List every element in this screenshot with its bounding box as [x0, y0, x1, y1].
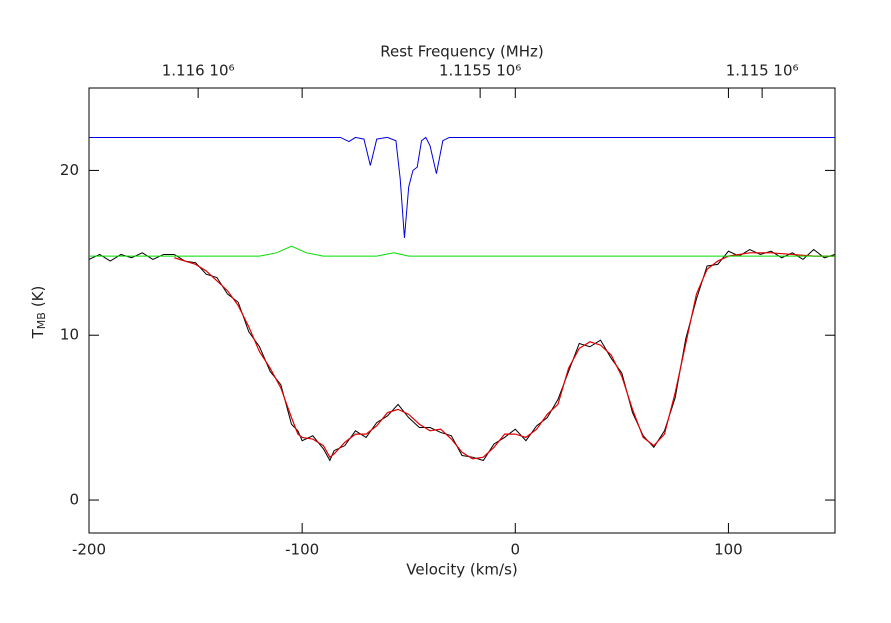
y-label-main: T — [29, 328, 47, 339]
x2-tick-label: 1.116 10⁶ — [162, 62, 235, 80]
x2-axis-label: Rest Frequency (MHz) — [380, 43, 544, 61]
series-line — [89, 245, 835, 257]
x-tick-label: 0 — [511, 541, 521, 559]
x-tick-label: -200 — [72, 541, 106, 559]
y-tick-label: 10 — [60, 326, 79, 344]
y-axis-label: TMB (K) — [29, 286, 49, 340]
y-tick-label: 0 — [69, 491, 79, 509]
x-axis-label: Velocity (km/s) — [406, 561, 517, 579]
x2-tick-label: 1.1155 10⁶ — [439, 62, 521, 80]
x-tick-label: 100 — [714, 541, 743, 559]
plot-frame — [88, 87, 836, 534]
y-label-sub: MB — [35, 312, 48, 329]
series-line — [88, 248, 836, 462]
series-line — [89, 136, 835, 239]
x2-tick-label: 1.115 10⁶ — [726, 62, 799, 80]
y-tick-label: 20 — [60, 161, 79, 179]
y-label-unit: (K) — [29, 286, 47, 308]
x-tick-label: -100 — [285, 541, 319, 559]
series-line — [174, 252, 835, 460]
